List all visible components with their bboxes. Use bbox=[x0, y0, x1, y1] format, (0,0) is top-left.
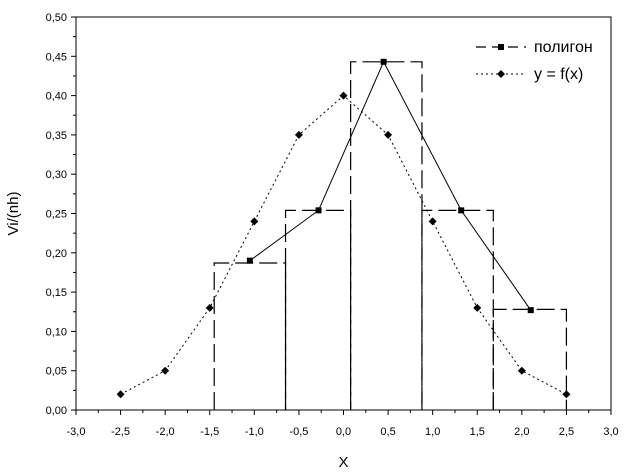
fx-point bbox=[384, 130, 393, 139]
x-axis-title: X bbox=[338, 454, 348, 471]
fx-point bbox=[116, 390, 125, 399]
legend-fx-label: y = f(x) bbox=[534, 66, 583, 83]
y-tick-label: 0,50 bbox=[46, 12, 67, 24]
x-tick-label: 2,5 bbox=[559, 426, 574, 438]
fx-point bbox=[562, 390, 571, 399]
x-axis-ticks: -3,0 -2,5 -2,0 -1,5 -1,0 -0,5 0,0 0,5 1,0 1,5 2,0 2… bbox=[67, 410, 619, 438]
x-tick-label: 1,0 bbox=[425, 426, 440, 438]
histogram bbox=[213, 61, 568, 410]
legend-polygon-marker bbox=[498, 44, 504, 50]
y-axis-title: Vi/(nh) bbox=[5, 192, 22, 236]
series-layer bbox=[116, 58, 571, 399]
fx-point bbox=[473, 303, 482, 312]
legend-fx-marker bbox=[497, 70, 505, 78]
x-tick-label: -0,5 bbox=[289, 426, 308, 438]
polygon-point bbox=[458, 207, 465, 214]
x-tick-label: -3,0 bbox=[67, 426, 86, 438]
x-tick-label: 0,0 bbox=[336, 426, 351, 438]
polygon-point bbox=[246, 257, 253, 264]
fx-point bbox=[250, 217, 259, 226]
plot-frame bbox=[75, 16, 612, 411]
x-tick-label: -2,0 bbox=[156, 426, 175, 438]
fx-point bbox=[161, 366, 170, 375]
series-polygon bbox=[246, 58, 534, 314]
x-tick-label: 3,0 bbox=[603, 426, 618, 438]
y-tick-label: 0,20 bbox=[46, 248, 67, 260]
histogram-bar bbox=[213, 262, 287, 410]
polygon-point bbox=[527, 307, 534, 314]
x-tick-label: -2,5 bbox=[111, 426, 130, 438]
y-tick-label: 0,15 bbox=[46, 287, 67, 299]
y-tick-label: 0,30 bbox=[46, 169, 67, 181]
histogram-bar bbox=[492, 308, 568, 410]
legend-polygon-label: полигон bbox=[534, 39, 593, 56]
y-axis-ticks: 0,00 0,05 0,10 0,15 0,20 0,25 0,30 0,35 0,40 0,45… bbox=[46, 12, 76, 417]
x-tick-label: 1,5 bbox=[470, 426, 485, 438]
y-tick-label: 0,25 bbox=[46, 209, 67, 221]
y-tick-label: 0,45 bbox=[46, 51, 67, 63]
series-fx bbox=[116, 91, 571, 399]
x-tick-label: -1,0 bbox=[245, 426, 264, 438]
x-tick-label: 2,0 bbox=[514, 426, 529, 438]
fx-point bbox=[294, 130, 303, 139]
histogram-bar bbox=[284, 209, 352, 410]
polygon-point bbox=[315, 207, 322, 214]
fx-point bbox=[517, 366, 526, 375]
x-tick-label: 0,5 bbox=[380, 426, 395, 438]
fx-point bbox=[339, 91, 348, 100]
axes bbox=[75, 16, 612, 411]
fx-point bbox=[428, 217, 437, 226]
y-tick-label: 0,10 bbox=[46, 326, 67, 338]
fx-point bbox=[205, 303, 214, 312]
x-tick-label: -1,5 bbox=[200, 426, 219, 438]
y-tick-label: 0,05 bbox=[46, 366, 67, 378]
polygon-line bbox=[249, 60, 532, 311]
legend: полигон y = f(x) bbox=[476, 39, 593, 83]
polygon-point bbox=[380, 58, 387, 65]
y-tick-label: 0,35 bbox=[46, 130, 67, 142]
y-tick-label: 0,00 bbox=[46, 405, 67, 417]
fx-line bbox=[120, 94, 567, 395]
y-tick-label: 0,40 bbox=[46, 91, 67, 103]
